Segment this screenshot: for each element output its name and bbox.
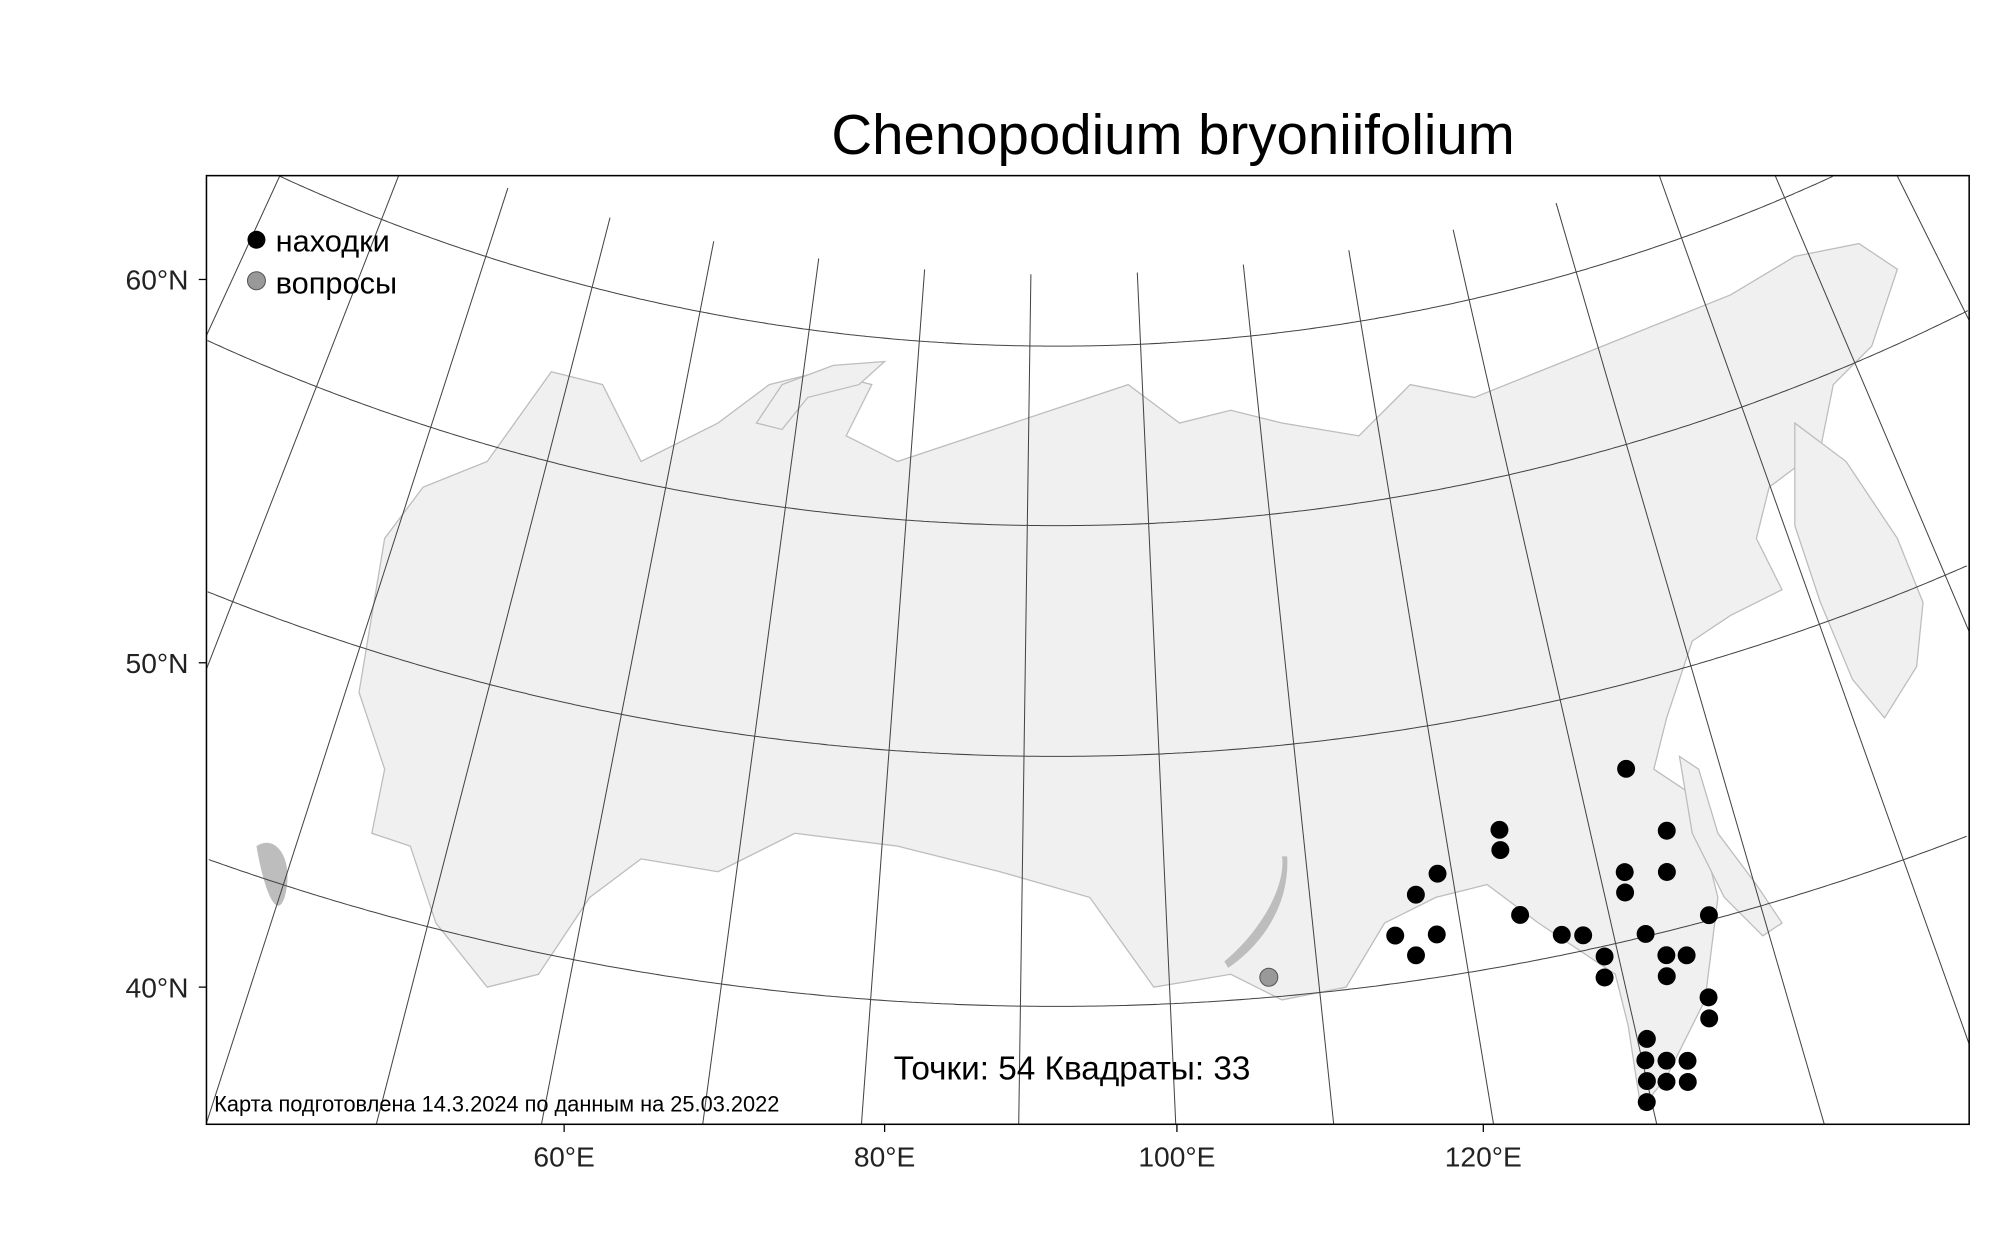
footer-note: Карта подготовлена 14.3.2024 по данным н… <box>214 1091 779 1116</box>
find-point <box>1552 925 1571 944</box>
find-point <box>1657 821 1676 840</box>
lake-baikal <box>1224 856 1288 968</box>
find-point <box>1637 1072 1656 1091</box>
points-layer <box>1259 759 1719 1112</box>
y-tick-label: 60°N <box>126 264 189 296</box>
meridian-line <box>1242 264 1335 1125</box>
find-point <box>1699 988 1718 1007</box>
landmass <box>256 242 1924 1111</box>
legend-finds-label: находки <box>276 223 390 258</box>
find-point <box>1699 906 1718 925</box>
meridian-line <box>702 258 820 1125</box>
meridian-line <box>1452 229 1658 1125</box>
find-point <box>1407 946 1425 965</box>
find-point <box>1406 885 1425 904</box>
find-point <box>1427 925 1446 944</box>
parallel-line <box>207 310 1968 527</box>
find-point <box>1595 968 1614 987</box>
x-axis: 60°E 80°E 100°E 120°E <box>533 1124 1522 1173</box>
find-point <box>1657 863 1676 881</box>
find-point <box>1511 905 1530 924</box>
find-point <box>1428 864 1447 883</box>
find-point <box>1700 1009 1719 1028</box>
meridian-line <box>1774 175 1970 632</box>
find-point <box>1637 1029 1656 1048</box>
y-tick-label: 40°N <box>126 971 189 1003</box>
find-point <box>1657 1072 1676 1091</box>
find-point <box>1574 926 1593 945</box>
legend-questions-marker <box>246 271 266 291</box>
meridian-line <box>1018 274 1032 1125</box>
meridian-line <box>1348 250 1495 1125</box>
map-title: Chenopodium bryoniifolium <box>831 103 1514 166</box>
meridian-line <box>375 217 611 1125</box>
map-frame <box>205 174 1970 1126</box>
meridian-line <box>206 187 509 1124</box>
x-tick-label: 100°E <box>1138 1141 1215 1173</box>
find-point <box>1636 924 1655 943</box>
find-point <box>1657 946 1676 965</box>
graticule <box>206 175 1970 1125</box>
find-point <box>1595 947 1614 966</box>
find-point <box>1490 820 1509 839</box>
find-point <box>1636 1051 1655 1070</box>
meridian-line <box>860 269 926 1125</box>
parallel-line <box>279 175 1833 347</box>
meridian-line <box>206 175 281 336</box>
find-point <box>1657 1051 1676 1070</box>
novaya-zemlya-land <box>755 360 887 431</box>
meridian-line <box>1555 202 1825 1125</box>
meridian-line <box>1136 272 1177 1125</box>
russia-land <box>358 242 1899 1111</box>
parallel-line <box>208 835 1967 1007</box>
find-point <box>1616 883 1635 902</box>
y-tick-label: 50°N <box>126 647 189 679</box>
stats-label: Точки: 54 Квадраты: 33 <box>894 1050 1251 1087</box>
find-point <box>1386 926 1405 945</box>
find-point <box>1615 863 1634 882</box>
question-point <box>1259 967 1279 987</box>
meridian-line <box>1658 175 1970 1045</box>
find-point <box>1491 841 1510 860</box>
find-point <box>1678 1051 1697 1070</box>
x-tick-label: 80°E <box>854 1141 915 1173</box>
y-axis: 60°N 50°N 40°N <box>126 264 207 1003</box>
parallel-line <box>207 565 1968 757</box>
kamchatka-land <box>1794 421 1924 719</box>
caspian-sea <box>256 842 288 906</box>
legend-questions-label: вопросы <box>276 266 397 301</box>
meridian-line <box>1896 175 1970 321</box>
x-tick-label: 60°E <box>533 1141 594 1173</box>
find-point <box>1678 1073 1697 1091</box>
find-point <box>1617 759 1636 778</box>
find-point <box>1677 946 1696 965</box>
meridian-line <box>540 241 715 1125</box>
legend-finds-marker <box>247 230 266 249</box>
find-point <box>1657 967 1676 986</box>
find-point <box>1637 1093 1656 1112</box>
x-tick-label: 120°E <box>1445 1141 1522 1173</box>
meridian-line <box>206 175 400 670</box>
legend: находки вопросы <box>246 223 397 301</box>
